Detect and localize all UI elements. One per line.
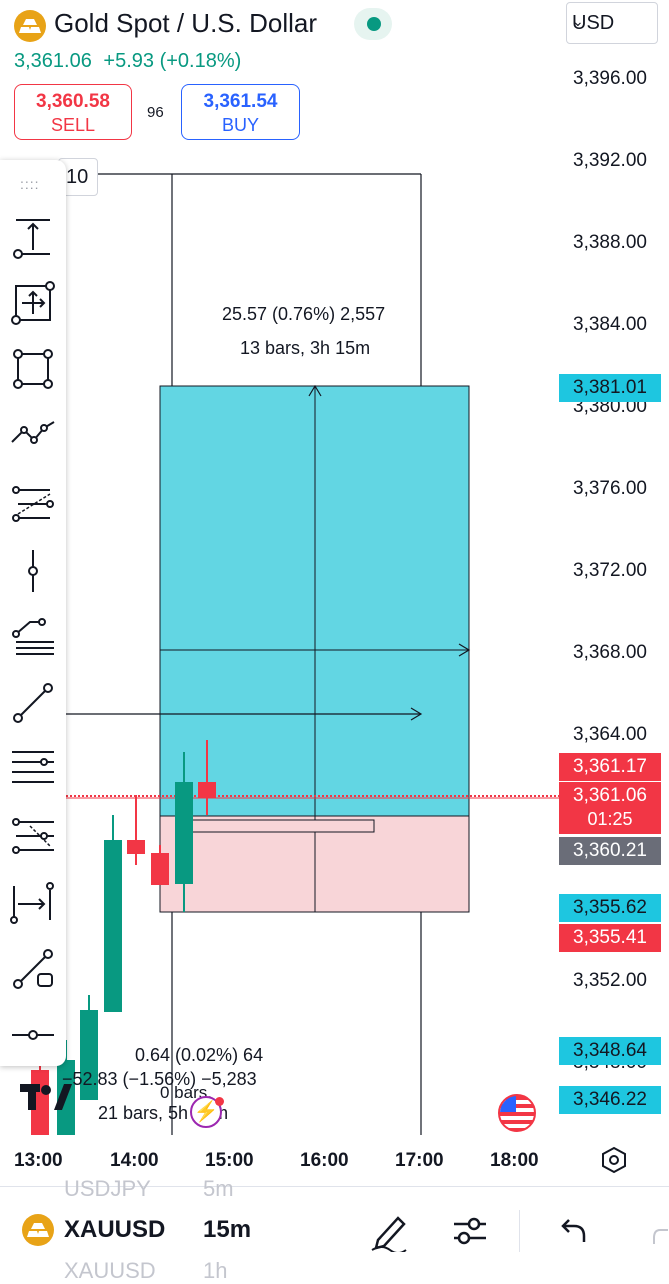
measure-bottom-line1: 0.64 (0.02%) 64 (135, 1045, 264, 1065)
arrow-marker-icon[interactable] (10, 946, 56, 992)
gold-bars-icon (19, 19, 41, 33)
price-chart[interactable] (0, 0, 669, 1186)
measure-bottom-line2: −52.83 (−1.56%) −5,283 (62, 1069, 257, 1089)
pitchfork-icon[interactable] (10, 612, 56, 658)
ghost-prev-interval: 5m (203, 1176, 234, 1201)
price-axis-label: 3,352.00 (573, 970, 647, 991)
sell-label: SELL (50, 115, 96, 135)
ghost-prev-symbol: USDJPY (64, 1176, 151, 1201)
time-axis-label: 15:00 (205, 1150, 254, 1171)
last-price-value: 3,361.06 (573, 785, 647, 806)
rectangle-icon[interactable] (10, 346, 56, 392)
ghost-next-interval: 1h (203, 1258, 228, 1283)
trend-line-icon[interactable] (10, 680, 56, 726)
buy-label: BUY (221, 115, 259, 135)
symbol-title[interactable]: Gold Spot / U.S. Dollar (54, 8, 317, 38)
date-range-icon[interactable] (10, 880, 56, 926)
price-change: +5.93 (+0.18%) (103, 50, 242, 72)
cyan-price-tag: 3,346.22 (559, 1086, 661, 1114)
sell-price: 3,360.58 (36, 91, 110, 112)
currency-select[interactable]: USD ⌄ (566, 2, 658, 44)
price-axis-label: 3,384.00 (573, 314, 647, 335)
ghost-next-symbol: XAUUSD (64, 1258, 156, 1283)
bar-countdown: 01:25 (587, 809, 633, 829)
sell-button[interactable]: 3,360.58 SELL (14, 84, 132, 140)
gold-logo-icon (14, 10, 46, 42)
price-change-line: 3,361.06 +5.93 (+0.18%) (14, 50, 241, 73)
pencil-draw-icon[interactable] (368, 1210, 408, 1252)
price-range-icon[interactable] (10, 214, 56, 260)
horizontal-lines-icon[interactable] (10, 744, 56, 790)
us-flag-icon[interactable] (498, 1094, 536, 1132)
toolbar-label: 10 (66, 166, 89, 188)
toolbar-divider (519, 1210, 520, 1252)
price-axis-label: 3,388.00 (573, 232, 647, 253)
fib-channel-icon[interactable] (10, 812, 56, 858)
current-price: 3,361.06 (14, 50, 92, 72)
time-axis-label: 13:00 (14, 1150, 63, 1171)
price-axis-label: 3,392.00 (573, 150, 647, 171)
bottom-bar (0, 1186, 669, 1281)
indicator-settings-icon[interactable] (450, 1212, 490, 1250)
horizontal-ray-icon[interactable] (10, 1012, 56, 1058)
price-axis-label: 3,372.00 (573, 560, 647, 581)
measure-top-line1: 25.57 (0.76%) 2,557 (222, 304, 386, 324)
price-axis-label: 3,364.00 (573, 724, 647, 745)
stop-price-tag: 3,355.41 (559, 924, 661, 952)
path-icon[interactable] (10, 412, 56, 458)
price-axis-label: 3,376.00 (573, 478, 647, 499)
cyan-price-tag: 3,348.64 (559, 1037, 661, 1065)
redo-icon-partial[interactable] (648, 1222, 669, 1246)
undo-icon[interactable] (554, 1216, 588, 1246)
last-price-tag: 3,361.06 01:25 (559, 782, 661, 834)
bid-price-tag: 3,360.21 (559, 837, 661, 865)
buy-button[interactable]: 3,361.54 BUY (181, 84, 300, 140)
date-price-range-icon[interactable] (10, 280, 56, 326)
price-axis-label: 3,396.00 (573, 68, 647, 89)
currency-value: USD (572, 12, 615, 34)
chevron-down-icon: ⌄ (572, 13, 584, 29)
time-axis-label: 18:00 (490, 1150, 539, 1171)
time-axis-label: 14:00 (110, 1150, 159, 1171)
gold-bars-icon (27, 1223, 49, 1237)
interval-selector[interactable]: 15m (203, 1216, 252, 1243)
price-axis-label: 3,368.00 (573, 642, 647, 663)
time-axis-label: 16:00 (300, 1150, 349, 1171)
buy-price: 3,361.54 (203, 91, 278, 112)
target-price-tag: 3,381.01 (559, 374, 661, 402)
spread-value: 96 (147, 104, 164, 121)
drag-handle-icon[interactable]: :::: (20, 176, 40, 192)
symbol-selector[interactable]: XAUUSD (64, 1216, 166, 1243)
fib-retracement-icon[interactable] (10, 480, 56, 526)
vertical-line-icon[interactable] (10, 548, 56, 594)
cyan-price-tag: 3,355.62 (559, 894, 661, 922)
gold-logo-icon (22, 1214, 54, 1246)
market-open-dot-icon (367, 17, 381, 31)
candles (31, 740, 216, 1135)
settings-hexagon-icon[interactable] (600, 1146, 628, 1174)
time-axis-label: 17:00 (395, 1150, 444, 1171)
measure-top-line2: 13 bars, 3h 15m (240, 338, 371, 358)
high-price-tag: 3,361.17 (559, 753, 661, 781)
tradingview-logo-icon (20, 1084, 72, 1110)
notification-dot (215, 1097, 224, 1106)
